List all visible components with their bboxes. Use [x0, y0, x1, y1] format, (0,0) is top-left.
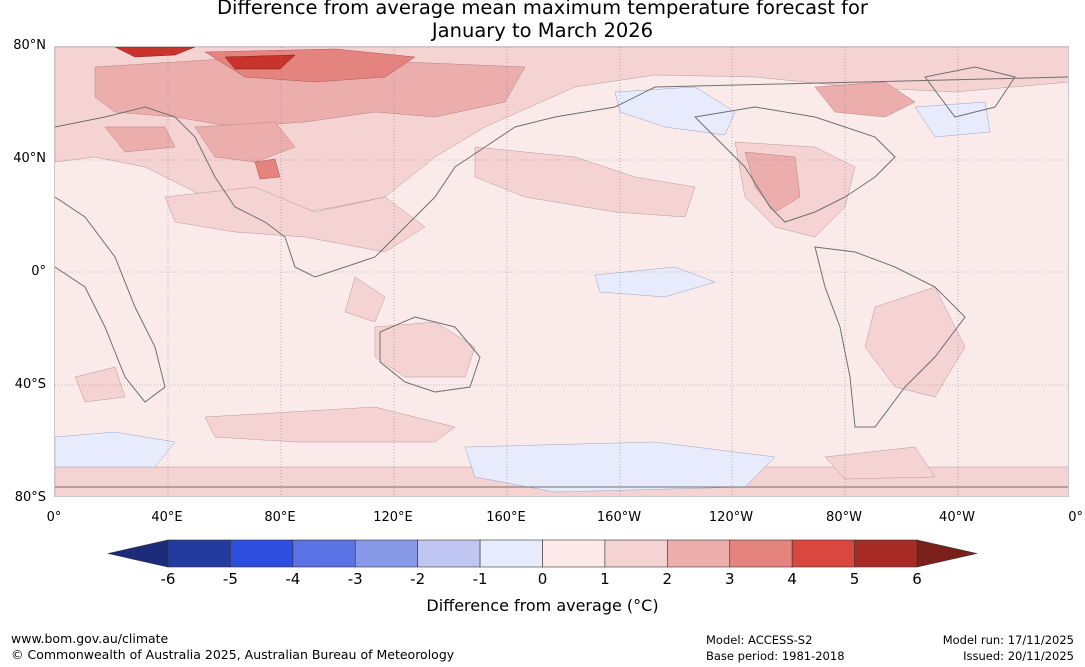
- colorbar-tick-label: -3: [347, 570, 363, 588]
- colorbar-segment: [230, 539, 294, 568]
- region-north-pacific: [474, 146, 696, 218]
- lat-label-80s: 80°S: [14, 490, 46, 505]
- region-yamal-hot: [224, 54, 296, 70]
- lon-label-120w: 120°W: [708, 510, 754, 525]
- region-barents-hot: [114, 47, 196, 58]
- footer-dates: Model run: 17/11/2025 Issued: 20/11/2025: [943, 632, 1074, 664]
- lon-label-80e: 80°E: [264, 510, 296, 525]
- lon-label-160w: 160°W: [596, 510, 642, 525]
- region-southern-indian: [204, 406, 456, 443]
- colorbar-segment: [542, 539, 606, 568]
- colorbar-tick-label: 3: [724, 570, 735, 588]
- graticule: [55, 47, 1068, 496]
- coast-south-america: [814, 246, 966, 428]
- region-kazakh-warm: [194, 121, 296, 163]
- coast-africa: [55, 196, 166, 403]
- lat-label-40n: 40°N: [13, 151, 46, 166]
- lon-label-40w: 40°W: [939, 510, 975, 525]
- colorbar-tick-label: -4: [285, 570, 301, 588]
- region-europe-warm: [104, 126, 176, 153]
- colorbar-tick-label: -6: [160, 570, 176, 588]
- colorbar-segment: [729, 539, 793, 568]
- title-line-1: Difference from average mean maximum tem…: [217, 0, 868, 19]
- region-maritime: [344, 276, 386, 323]
- colorbar-tick-label: 0: [537, 570, 548, 588]
- region-so-atlantic-cool: [55, 431, 176, 468]
- colorbar-segment: [791, 539, 855, 568]
- issued-text: Issued: 20/11/2025: [963, 649, 1074, 663]
- anomaly-4-to-6: [114, 47, 296, 70]
- colorbar-extend-low: [107, 539, 169, 568]
- lat-label-40s: 40°S: [14, 377, 46, 392]
- colorbar-segment: [354, 539, 418, 568]
- region-pacific-cool: [594, 266, 716, 298]
- coast-greenland: [924, 66, 1016, 118]
- model-text: Model: ACCESS-S2: [706, 633, 813, 647]
- colorbar-label: Difference from average (°C): [426, 596, 659, 615]
- colorbar-segment: [667, 539, 731, 568]
- lon-label-80w: 80°W: [826, 510, 862, 525]
- colorbar-segment: [417, 539, 481, 568]
- coast-eurasia: [55, 76, 1068, 278]
- lon-label-0-right: 0°: [1068, 510, 1083, 525]
- colorbar-segment: [167, 539, 231, 568]
- footer-model-info: Model: ACCESS-S2 Base period: 1981-2018: [706, 632, 845, 664]
- colorbar-tick-label: 5: [849, 570, 860, 588]
- lat-label-0: 0°: [31, 264, 46, 279]
- region-greenland-cool: [914, 101, 991, 138]
- colorbar-segment: [479, 539, 543, 568]
- footer-left: www.bom.gov.au/climate © Commonwealth of…: [11, 631, 454, 663]
- world-map: [54, 46, 1069, 497]
- lon-label-120e: 120°E: [373, 510, 413, 525]
- colorbar-tick-label: -1: [472, 570, 488, 588]
- title-line-2: January to March 2026: [431, 19, 654, 42]
- anomaly-2-to-3: [94, 56, 916, 213]
- region-alaska-cool: [614, 86, 736, 136]
- anomaly-map-svg: [55, 47, 1068, 496]
- colorbar-tick-label: 6: [912, 570, 922, 588]
- colorbar-tick-label: 4: [787, 570, 797, 588]
- colorbar-segment: [604, 539, 668, 568]
- lon-label-160e: 160°E: [486, 510, 526, 525]
- coast-australia: [379, 316, 481, 393]
- colorbar-segment: [854, 539, 918, 568]
- region-central-asia: [164, 186, 426, 253]
- region-southern-drake: [824, 446, 936, 480]
- lon-label-0-left: 0°: [46, 510, 62, 525]
- chart-title: Difference from average mean maximum tem…: [0, 0, 1085, 42]
- base-period-text: Base period: 1981-2018: [706, 649, 845, 663]
- colorbar-extend-high: [916, 539, 978, 568]
- website-link[interactable]: www.bom.gov.au/climate: [11, 631, 169, 646]
- region-south-atlantic: [74, 366, 126, 403]
- model-run-text: Model run: 17/11/2025: [942, 633, 1074, 647]
- lat-label-80n: 80°N: [13, 38, 46, 53]
- colorbar-tick-label: 1: [600, 570, 610, 588]
- colorbar-tick-label: -5: [222, 570, 238, 588]
- lon-label-40e: 40°E: [151, 510, 183, 525]
- colorbar-tick-label: 2: [662, 570, 673, 588]
- copyright-text: © Commonwealth of Australia 2025, Austra…: [11, 647, 455, 662]
- region-canada-arctic-warm: [814, 81, 916, 118]
- colorbar-segment: [292, 539, 356, 568]
- colorbar-tick-label: -2: [410, 570, 426, 588]
